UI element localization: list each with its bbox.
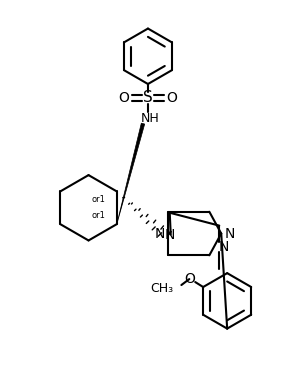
Text: or1: or1 [92, 211, 105, 220]
Text: NH: NH [140, 112, 159, 125]
Text: N: N [224, 227, 235, 241]
Text: N: N [219, 240, 229, 254]
Text: O: O [184, 272, 195, 286]
Text: S: S [143, 90, 153, 105]
Text: O: O [166, 91, 177, 105]
Text: N: N [165, 228, 175, 241]
Text: O: O [119, 91, 130, 105]
Polygon shape [117, 123, 145, 224]
Text: or1: or1 [92, 195, 105, 204]
Text: N: N [154, 227, 165, 241]
Text: CH₃: CH₃ [150, 282, 173, 295]
